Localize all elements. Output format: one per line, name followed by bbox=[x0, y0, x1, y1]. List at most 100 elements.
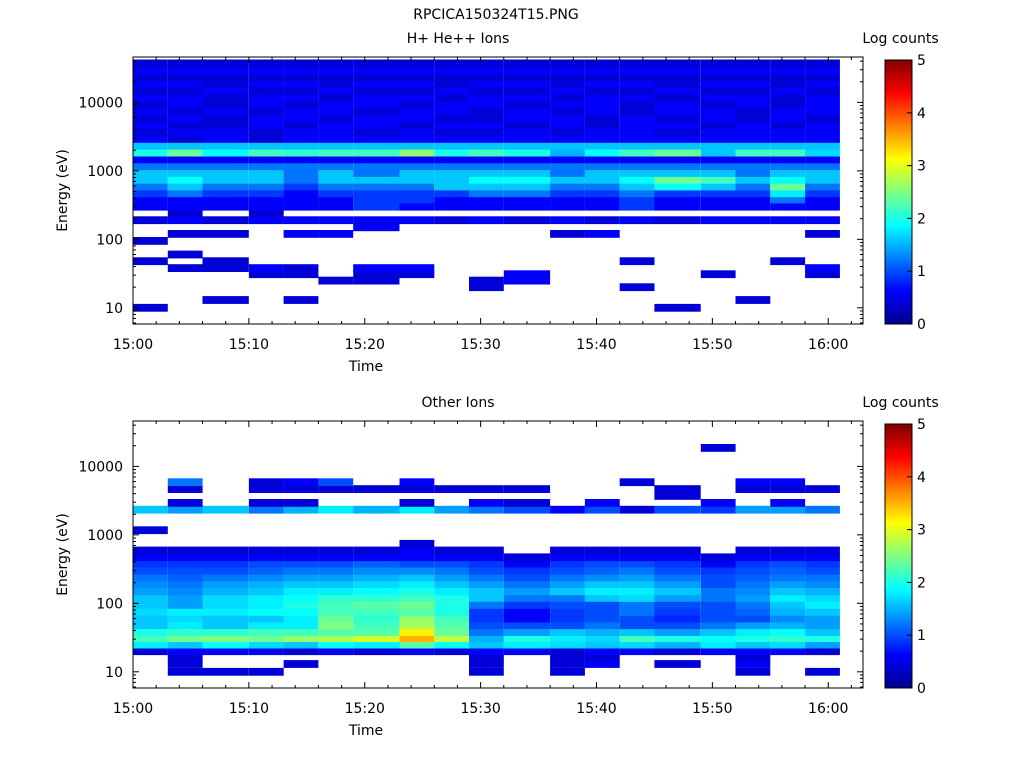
heatmap-cell bbox=[133, 621, 168, 630]
heatmap-cell bbox=[770, 93, 806, 102]
x-axis-label: Time bbox=[348, 359, 383, 375]
heatmap-cell bbox=[167, 216, 203, 225]
heatmap-cell bbox=[202, 634, 249, 643]
heatmap-cell bbox=[550, 135, 585, 143]
heatmap-cell bbox=[770, 478, 806, 487]
heatmap-cell bbox=[434, 546, 470, 555]
heatmap-cell bbox=[318, 614, 354, 623]
heatmap-cell bbox=[167, 478, 203, 487]
heatmap-cell bbox=[805, 230, 840, 238]
heatmap-cell bbox=[248, 128, 284, 136]
heatmap-cell bbox=[503, 621, 551, 630]
heatmap-cell bbox=[133, 546, 168, 555]
colorbar-tick-label: 0 bbox=[917, 681, 926, 697]
heatmap-cell bbox=[318, 634, 354, 643]
heatmap-cell bbox=[550, 566, 585, 575]
heatmap-cell bbox=[584, 505, 620, 514]
heatmap-cell bbox=[584, 169, 620, 177]
heatmap-cell bbox=[584, 230, 620, 238]
heatmap-cell bbox=[700, 587, 736, 596]
heatmap-cell bbox=[550, 182, 585, 191]
heatmap-cell bbox=[584, 59, 620, 68]
heatmap-cell bbox=[167, 73, 203, 81]
heatmap-cell bbox=[584, 148, 620, 157]
heatmap-cell bbox=[353, 594, 400, 602]
heatmap-cell bbox=[248, 209, 284, 218]
heatmap-cell bbox=[654, 485, 701, 493]
heatmap-cell bbox=[133, 566, 168, 575]
heatmap-cell bbox=[202, 640, 249, 649]
heatmap-cell bbox=[167, 634, 203, 643]
heatmap-cell bbox=[283, 621, 319, 630]
heatmap-cell bbox=[202, 59, 249, 68]
heatmap-cell bbox=[770, 195, 806, 204]
heatmap-cell bbox=[283, 640, 319, 649]
heatmap-cell bbox=[469, 283, 504, 292]
y-tick-label: 10000 bbox=[78, 95, 123, 111]
heatmap-cell bbox=[700, 505, 736, 514]
colorbar-tick-label: 1 bbox=[917, 628, 926, 644]
heatmap-cell bbox=[202, 264, 249, 272]
heatmap-cell bbox=[735, 175, 771, 184]
heatmap-cell bbox=[469, 628, 504, 636]
heatmap-cell bbox=[805, 270, 840, 279]
heatmap-cell bbox=[584, 80, 620, 88]
heatmap-cell bbox=[735, 128, 771, 136]
heatmap-cell bbox=[469, 155, 504, 164]
heatmap-cell bbox=[619, 66, 655, 75]
heatmap-cell bbox=[619, 162, 655, 171]
heatmap-cell bbox=[353, 175, 400, 184]
heatmap-cell bbox=[399, 195, 435, 204]
heatmap-cell bbox=[167, 162, 203, 171]
heatmap-cell bbox=[133, 202, 168, 211]
heatmap-cell bbox=[434, 647, 470, 656]
heatmap-cell bbox=[469, 573, 504, 582]
colorbar-label: Log counts bbox=[862, 31, 938, 47]
heatmap-cell bbox=[167, 93, 203, 102]
heatmap-cell bbox=[434, 216, 470, 225]
heatmap-cell bbox=[434, 73, 470, 81]
heatmap-cell bbox=[654, 559, 701, 568]
heatmap-cell bbox=[469, 608, 504, 616]
heatmap-cell bbox=[318, 601, 354, 609]
heatmap-cell bbox=[770, 587, 806, 596]
heatmap-cell bbox=[654, 621, 701, 630]
heatmap-cell bbox=[167, 667, 203, 676]
heatmap-cell bbox=[133, 573, 168, 582]
heatmap-cell bbox=[353, 505, 400, 514]
heatmap-cell bbox=[434, 601, 470, 609]
heatmap-cell bbox=[133, 647, 168, 656]
heatmap-cell bbox=[584, 121, 620, 129]
heatmap-cell bbox=[167, 601, 203, 609]
heatmap-cell bbox=[550, 573, 585, 582]
heatmap-cell bbox=[202, 667, 249, 676]
heatmap-cell bbox=[434, 59, 470, 68]
heatmap-cell bbox=[550, 594, 585, 602]
heatmap-cell bbox=[248, 546, 284, 555]
heatmap-cell bbox=[133, 601, 168, 609]
heatmap-cell bbox=[248, 614, 284, 623]
heatmap-cell bbox=[434, 202, 470, 211]
heatmap-cell bbox=[654, 59, 701, 68]
heatmap-cell bbox=[318, 59, 354, 68]
heatmap-cell bbox=[654, 135, 701, 143]
heatmap-cell bbox=[700, 59, 736, 68]
heatmap-cell bbox=[700, 647, 736, 656]
heatmap-cell bbox=[550, 647, 585, 656]
heatmap-cell bbox=[619, 601, 655, 609]
heatmap-cell bbox=[469, 86, 504, 95]
heatmap-cell bbox=[248, 594, 284, 602]
heatmap-cell bbox=[805, 148, 840, 157]
heatmap-cell bbox=[202, 566, 249, 575]
heatmap-cell bbox=[399, 148, 435, 157]
heatmap-cell bbox=[805, 175, 840, 184]
heatmap-cell bbox=[133, 80, 168, 88]
x-tick-label: 15:00 bbox=[113, 337, 153, 353]
heatmap-cell bbox=[248, 608, 284, 616]
heatmap-cell bbox=[167, 148, 203, 157]
heatmap-cell bbox=[550, 634, 585, 643]
heatmap-cell bbox=[434, 614, 470, 623]
heatmap-cell bbox=[318, 80, 354, 88]
heatmap-cell bbox=[133, 73, 168, 81]
heatmap-cell bbox=[469, 653, 504, 662]
